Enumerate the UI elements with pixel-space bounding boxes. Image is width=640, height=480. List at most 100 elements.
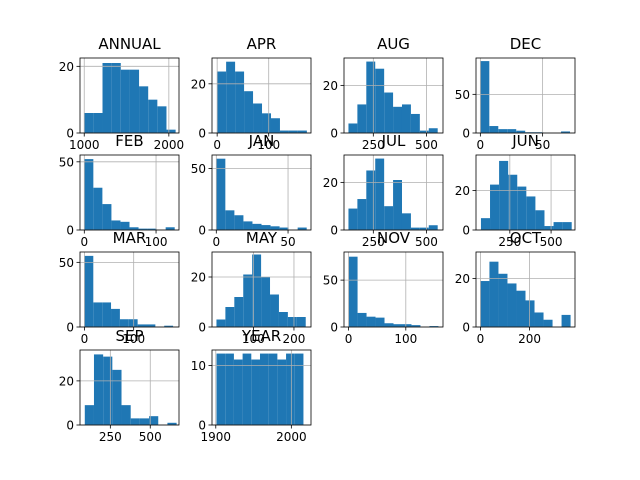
histogram-bar (128, 319, 138, 327)
x-tick-label: 0 (80, 235, 88, 249)
histogram-bar (516, 130, 526, 133)
subplot-title: DEC (510, 35, 542, 53)
x-tick-label: 50 (280, 235, 295, 249)
histogram-bar (165, 227, 175, 230)
histogram-bar (489, 261, 499, 327)
histogram-bar (84, 255, 94, 327)
x-tick-label: 250 (498, 235, 521, 249)
histogram-bar (120, 221, 130, 230)
histogram-bar (261, 225, 271, 230)
histogram-bar (259, 353, 269, 425)
subplot-title: NOV (377, 229, 411, 247)
y-tick-label: 50 (59, 155, 74, 169)
y-tick-label: 20 (59, 60, 74, 74)
axes-frame (211, 251, 312, 328)
histogram-bar (296, 317, 306, 327)
y-tick-label: 20 (191, 271, 206, 285)
histogram-bar (102, 63, 112, 133)
histogram-bar (164, 325, 174, 327)
histogram-bar (294, 353, 304, 425)
histogram-bar (93, 113, 103, 133)
histogram-bar (234, 297, 244, 327)
x-tick-label: 1900 (201, 430, 232, 444)
histogram-bar (149, 416, 159, 425)
histogram-bar (121, 405, 131, 425)
histogram-bar (419, 227, 429, 230)
x-tick-label: 0 (213, 138, 221, 152)
histogram-bar (225, 307, 235, 327)
histogram-bar (226, 61, 236, 133)
y-tick-label: 0 (330, 127, 338, 141)
histogram-bar (277, 359, 287, 425)
histogram-bar (130, 418, 140, 425)
axes-frame (79, 251, 180, 328)
bars-sep (84, 354, 177, 425)
histogram-bar (279, 227, 289, 230)
axes-frame (475, 251, 576, 328)
x-tick-label: 500 (415, 235, 438, 249)
subplot-jan: 0 50 0 50 JAN (191, 132, 312, 249)
subplot-title: YEAR (241, 327, 281, 345)
axes-frame (211, 57, 312, 134)
axes-frame (343, 154, 444, 231)
histogram-bar (166, 129, 176, 133)
histogram-bar (357, 104, 367, 133)
histogram-bar (111, 220, 121, 230)
histogram-bar (498, 273, 508, 327)
histogram-bar (270, 226, 280, 230)
subplot-sep: 250 500 0 20 SEP (59, 327, 180, 444)
y-tick-label: 0 (462, 224, 470, 238)
y-tick-label: 0 (330, 224, 338, 238)
axes-frame (343, 251, 444, 328)
histogram-bar (562, 222, 572, 230)
histogram-bar (262, 113, 271, 133)
histogram-bar (242, 353, 252, 425)
histogram-bar (498, 129, 508, 133)
subplot-oct: 0 200 0 20 OCT (455, 229, 576, 346)
y-tick-label: 50 (455, 88, 470, 102)
histogram-bar (244, 91, 254, 133)
subplot-may: 100 200 0 20 MAY (191, 229, 312, 346)
histogram-bar (216, 158, 226, 230)
histogram-bar (129, 227, 139, 230)
bars-annual (84, 63, 176, 133)
histogram-bar (139, 418, 150, 425)
bars-nov (348, 256, 439, 327)
y-tick-label: 0 (66, 321, 74, 335)
axes-frame (79, 57, 180, 134)
histogram-bar (535, 210, 545, 230)
histogram-bar (270, 294, 279, 327)
histogram-bar (411, 325, 421, 327)
y-tick-label: 20 (455, 272, 470, 286)
subplot-title: FEB (115, 132, 143, 150)
histogram-bar (348, 208, 358, 230)
histogram-bar (401, 104, 411, 133)
x-tick-label: 500 (415, 138, 438, 152)
histogram-bar (366, 316, 376, 327)
subplot-annual: 1000 2000 0 20 ANNUAL (59, 35, 184, 152)
histogram-bar (139, 86, 149, 133)
histogram-bar (348, 256, 358, 327)
histogram-bar (102, 302, 112, 327)
histogram-bar (111, 63, 121, 133)
subplot-title: OCT (510, 229, 542, 247)
histogram-bar (286, 353, 295, 425)
histogram-bar (410, 113, 420, 133)
histogram-bar (279, 130, 289, 133)
histogram-bar (129, 69, 140, 133)
x-tick-label: 100 (242, 332, 265, 346)
subplot-jul: 250 500 0 20 JUL (323, 132, 444, 249)
histogram-bar (375, 68, 385, 133)
histogram-bar (366, 61, 376, 133)
histogram-bar (138, 228, 148, 230)
y-tick-label: 0 (462, 127, 470, 141)
y-tick-label: 20 (191, 77, 206, 91)
y-tick-label: 0 (66, 127, 74, 141)
histogram-bar (235, 71, 245, 133)
x-tick-label: 250 (362, 138, 385, 152)
histogram-bar (93, 187, 103, 230)
histogram-bar (517, 186, 527, 230)
bars-jun (480, 160, 572, 230)
histogram-bar (489, 126, 499, 133)
